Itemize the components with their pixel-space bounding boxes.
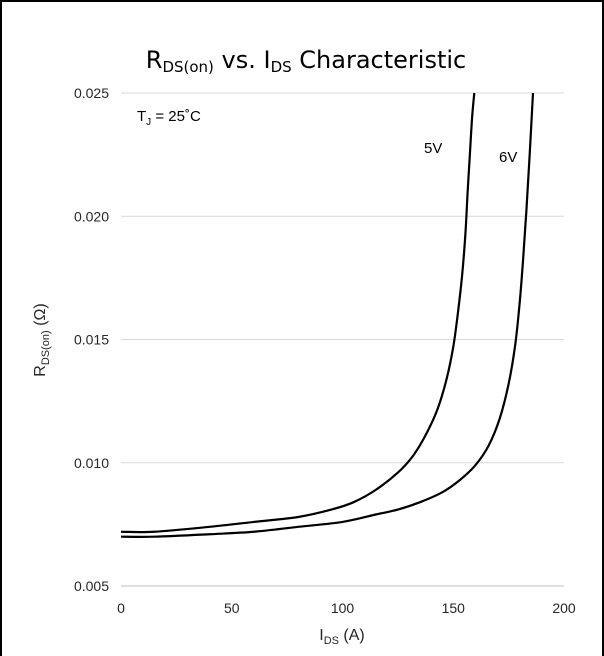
x-tick-label: 150 xyxy=(442,600,466,616)
y-tick-label: 0.020 xyxy=(74,208,109,224)
y-axis-label: RDS(on) (Ω) xyxy=(32,303,52,376)
y-tick-label: 0.010 xyxy=(74,455,109,471)
series-line-5v xyxy=(120,92,476,534)
x-tick-label: 50 xyxy=(224,600,240,616)
x-tick-label: 100 xyxy=(331,600,355,616)
y-tick-label: 0.015 xyxy=(74,332,109,348)
series-line-6v xyxy=(120,92,535,538)
y-tick-label: 0.005 xyxy=(74,578,109,594)
gridlines xyxy=(121,92,564,464)
x-tick-label: 0 xyxy=(117,600,125,616)
y-tick-label: 0.025 xyxy=(74,85,109,101)
chart-title: RDS(on) vs. IDS Characteristic xyxy=(146,46,466,76)
series-label-6v: 6V xyxy=(499,149,517,166)
series-lines xyxy=(120,92,535,538)
x-tick-label: 200 xyxy=(552,600,576,616)
x-axis-label: IDS (A) xyxy=(319,627,365,647)
tick-labels: 0.005 0.010 0.015 0.020 0.025 0 50 100 150 200 xyxy=(74,85,576,616)
temperature-annotation: TJ = 25˚C xyxy=(137,108,201,128)
series-label-5v: 5V xyxy=(424,140,442,157)
